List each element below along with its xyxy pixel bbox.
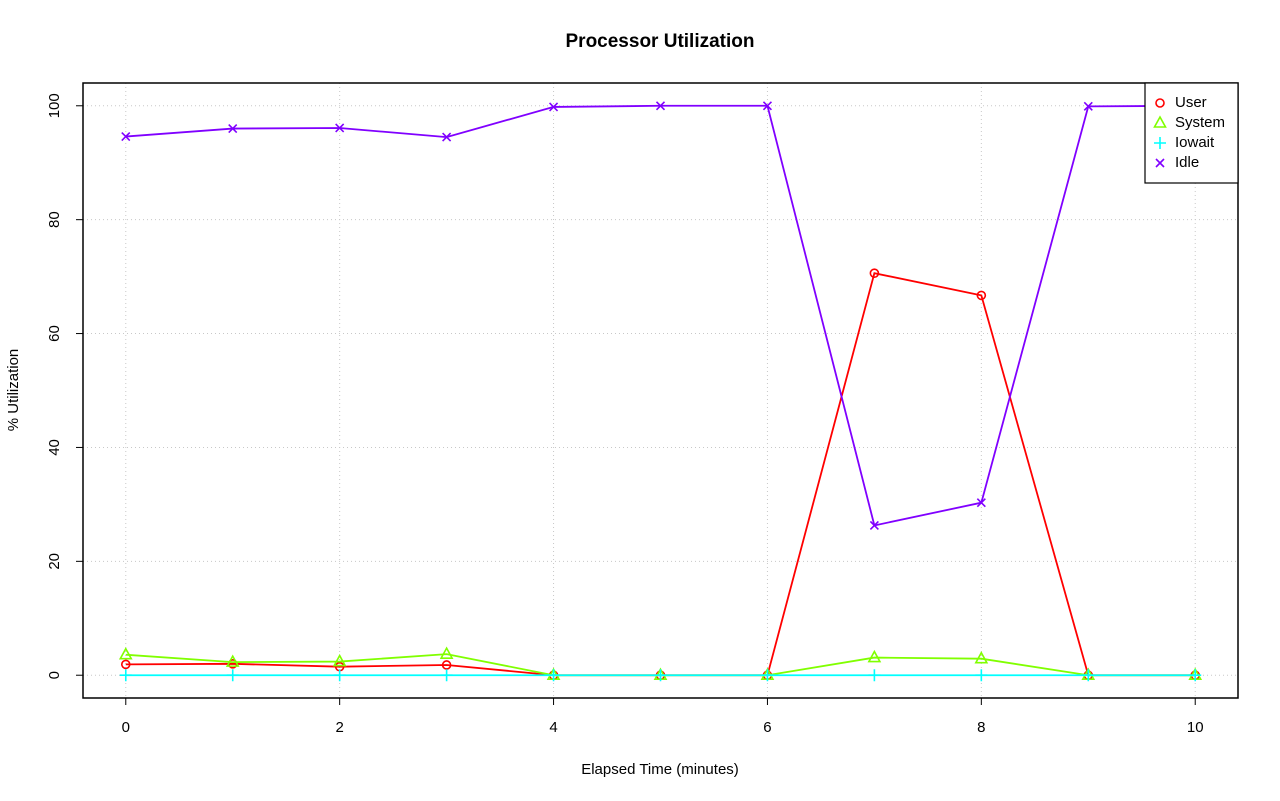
legend-marker xyxy=(1154,137,1166,149)
point xyxy=(118,647,133,660)
x-tick-label: 2 xyxy=(335,719,343,736)
point xyxy=(121,131,131,142)
plot-frame xyxy=(82,82,1239,699)
point xyxy=(869,268,880,278)
point xyxy=(654,669,667,682)
point xyxy=(226,669,239,682)
legend-marker xyxy=(1155,98,1165,108)
x-tick-label: 4 xyxy=(549,719,557,736)
y-axis-label: % Utilization xyxy=(5,349,22,432)
x-tick-label: 0 xyxy=(122,719,130,736)
point xyxy=(332,653,347,667)
y-tick-label: 100 xyxy=(46,93,63,118)
point xyxy=(548,102,559,112)
x-tick-label: 10 xyxy=(1187,719,1204,736)
y-tick-label: 60 xyxy=(46,325,63,342)
point xyxy=(120,659,131,670)
point xyxy=(976,498,986,508)
point xyxy=(1082,669,1095,682)
point xyxy=(655,101,666,111)
point xyxy=(440,669,453,682)
series-line xyxy=(125,272,1196,677)
point xyxy=(974,651,989,664)
point xyxy=(333,669,346,682)
point xyxy=(762,101,773,111)
x-tick-label: 6 xyxy=(763,719,771,736)
point xyxy=(335,123,345,133)
point xyxy=(225,654,240,667)
point xyxy=(439,646,454,659)
point xyxy=(761,669,774,682)
point xyxy=(869,520,879,531)
legend-marker xyxy=(1155,158,1165,168)
point xyxy=(442,132,452,142)
x-tick-label: 8 xyxy=(977,719,985,736)
point xyxy=(868,669,881,682)
point xyxy=(867,649,882,663)
chart-title: Processor Utilization xyxy=(566,31,755,52)
point xyxy=(975,669,988,682)
point xyxy=(441,660,452,670)
point xyxy=(976,290,987,301)
y-tick-label: 80 xyxy=(46,211,63,228)
x-axis-label: Elapsed Time (minutes) xyxy=(581,761,739,778)
point xyxy=(1189,669,1202,682)
legend-marker xyxy=(1153,115,1167,128)
y-tick-label: 20 xyxy=(46,553,63,570)
legend-label: Idle xyxy=(1175,154,1199,171)
point xyxy=(228,123,238,134)
y-tick-label: 0 xyxy=(46,671,63,679)
point xyxy=(119,669,132,682)
point xyxy=(547,669,560,682)
legend-label: System xyxy=(1175,114,1225,131)
series-line xyxy=(125,104,1196,527)
legend-label: User xyxy=(1175,94,1207,111)
y-tick-label: 40 xyxy=(46,439,63,456)
point xyxy=(1083,101,1093,111)
legend-label: Iowait xyxy=(1175,134,1215,151)
